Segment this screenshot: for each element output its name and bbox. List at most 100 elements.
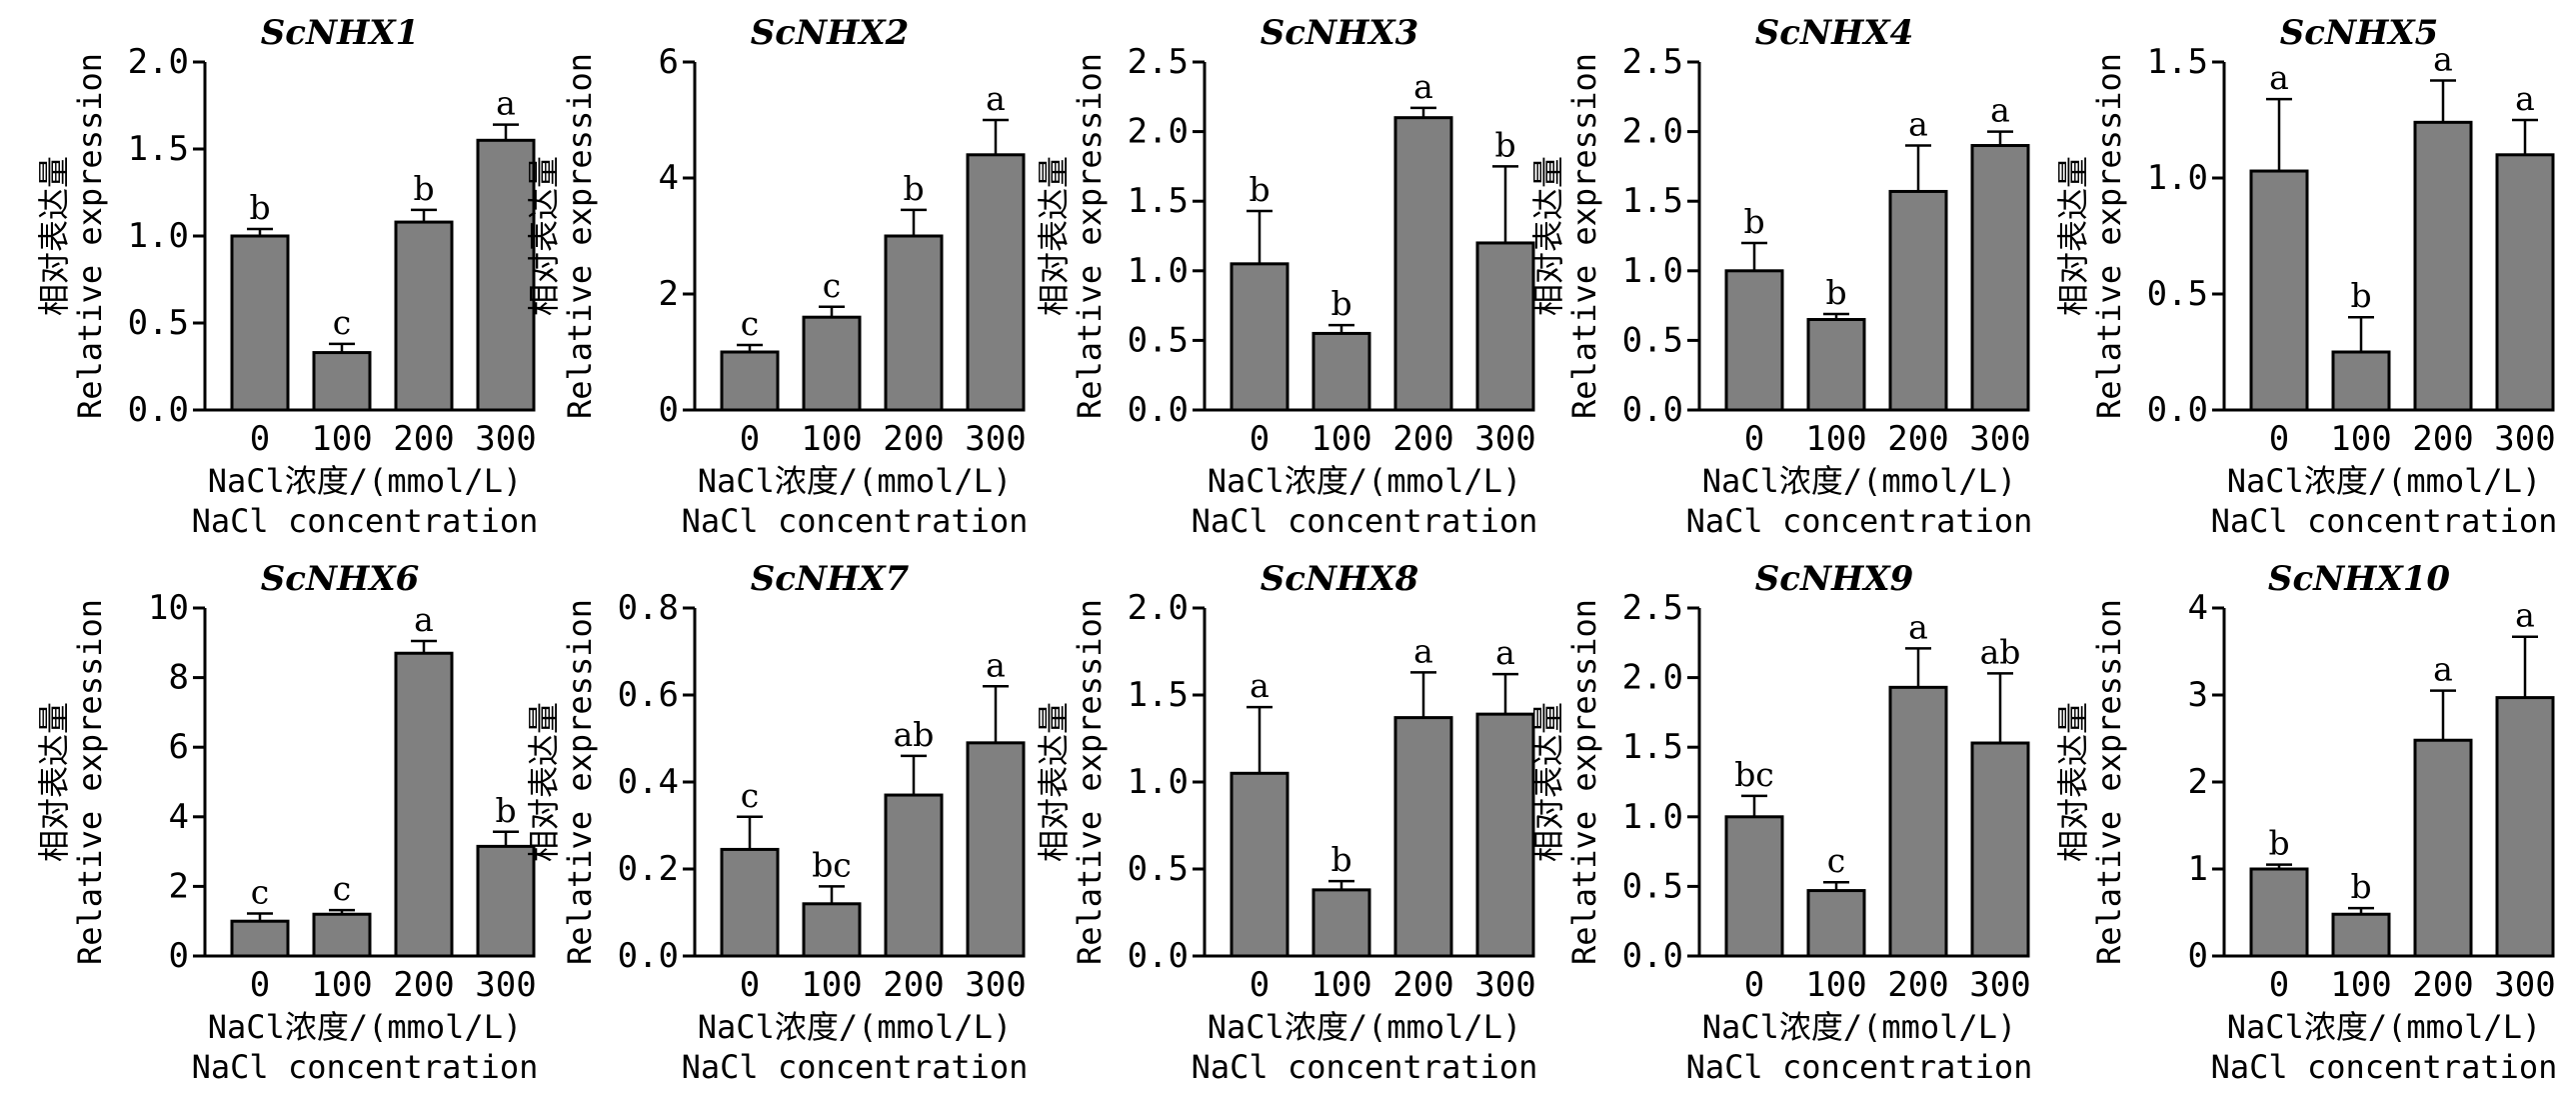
bar: [1970, 741, 2030, 958]
y-tick-label: 0.0: [128, 390, 189, 430]
x-tick-label: 200: [1887, 419, 1948, 459]
x-tick-label: 0: [1744, 965, 1764, 1005]
chart-title: ScNHX3: [1261, 13, 1419, 53]
bar: [1724, 269, 1784, 412]
bar: [230, 234, 290, 412]
x-axis-label-en: NaCl concentration: [1192, 502, 1538, 540]
y-tick-label: 0.6: [618, 675, 679, 715]
x-axis-label-en: NaCl concentration: [682, 1048, 1029, 1086]
significance-letter: c: [333, 303, 351, 342]
y-axis-label-en: Relative expression: [1071, 53, 1109, 419]
x-axis-label-cn: NaCl浓度/(mmol/L): [1208, 1008, 1521, 1046]
significance-letter: b: [249, 188, 270, 227]
x-tick-label: 100: [801, 419, 862, 459]
x-tick-label: 100: [2330, 419, 2391, 459]
x-axis-label-cn: NaCl浓度/(mmol/L): [1702, 462, 2016, 500]
chart-title: ScNHX6: [261, 559, 420, 599]
y-axis-label-cn: 相对表达量: [525, 156, 563, 316]
significance-letter: b: [2350, 276, 2371, 315]
x-tick-label: 200: [2412, 419, 2473, 459]
bar: [2249, 169, 2309, 412]
x-tick-label: 0: [1250, 965, 1270, 1005]
significance-letter: c: [1827, 841, 1845, 880]
significance-letter: a: [2433, 40, 2453, 79]
significance-letter: a: [986, 79, 1006, 118]
y-tick-label: 0.5: [2147, 274, 2208, 314]
bar: [1806, 318, 1866, 412]
y-axis-label-en: Relative expression: [1565, 599, 1603, 965]
x-tick-label: 300: [965, 965, 1026, 1005]
bar: [1230, 262, 1289, 412]
y-tick-label: 1.5: [1128, 181, 1189, 221]
x-tick-label: 300: [1969, 965, 2030, 1005]
significance-letter: c: [333, 869, 351, 908]
bar: [1311, 331, 1371, 412]
x-tick-label: 100: [311, 419, 372, 459]
y-tick-label: 2: [169, 866, 189, 906]
y-axis-label-cn: 相对表达量: [1529, 702, 1567, 862]
y-tick-label: 8: [169, 658, 189, 698]
x-axis-label-en: NaCl concentration: [1686, 502, 2033, 540]
chart-title: ScNHX5: [2280, 13, 2439, 53]
significance-letter: b: [903, 169, 924, 208]
x-tick-label: 0: [2269, 419, 2289, 459]
significance-letter: a: [1908, 105, 1928, 144]
x-tick-label: 200: [1392, 965, 1453, 1005]
x-tick-label: 200: [393, 419, 454, 459]
x-axis-label-cn: NaCl浓度/(mmol/L): [698, 1008, 1012, 1046]
x-axis-label-cn: NaCl浓度/(mmol/L): [1702, 1008, 2016, 1046]
y-axis-label-cn: 相对表达量: [1529, 156, 1567, 316]
bar: [476, 138, 536, 412]
y-tick-label: 0.5: [1622, 320, 1683, 360]
significance-letter: b: [1330, 840, 1351, 879]
y-tick-label: 0.8: [618, 588, 679, 628]
significance-letter: c: [741, 776, 759, 815]
y-tick-label: 1.5: [1128, 675, 1189, 715]
x-tick-label: 200: [883, 419, 944, 459]
x-tick-label: 0: [250, 965, 270, 1005]
x-axis-label-en: NaCl concentration: [682, 502, 1029, 540]
significance-letter: a: [2269, 58, 2289, 97]
significance-letter: b: [1494, 125, 1515, 164]
bar: [1970, 144, 2030, 412]
bar: [2413, 120, 2473, 412]
x-tick-label: 300: [2494, 419, 2555, 459]
bar: [1724, 815, 1784, 958]
y-tick-label: 0.5: [1622, 866, 1683, 906]
bar: [802, 902, 862, 958]
significance-letter: a: [2515, 79, 2535, 118]
y-tick-label: 6: [659, 42, 679, 82]
y-tick-label: 2.5: [1622, 42, 1683, 82]
x-tick-label: 300: [475, 419, 536, 459]
y-tick-label: 0.0: [2147, 390, 2208, 430]
y-axis-label-en: Relative expression: [1565, 53, 1603, 419]
x-axis-label-en: NaCl concentration: [1192, 1048, 1538, 1086]
significance-letter: bc: [812, 845, 852, 884]
chart-title: ScNHX7: [751, 559, 910, 599]
y-axis-label-cn: 相对表达量: [2054, 156, 2092, 316]
x-tick-label: 100: [801, 965, 862, 1005]
significance-letter: b: [2350, 867, 2371, 906]
significance-letter: a: [1495, 633, 1515, 672]
y-tick-label: 1.0: [1622, 797, 1683, 837]
significance-letter: b: [1825, 273, 1846, 312]
y-axis-label-en: Relative expression: [561, 599, 599, 965]
x-tick-label: 300: [2494, 965, 2555, 1005]
bar: [884, 793, 944, 958]
bar: [884, 234, 944, 412]
y-tick-label: 3: [2188, 675, 2208, 715]
significance-letter: a: [1990, 91, 2010, 130]
significance-letter: b: [1743, 202, 1764, 241]
x-tick-label: 0: [740, 965, 760, 1005]
y-tick-label: 1: [2188, 849, 2208, 889]
x-tick-label: 200: [883, 965, 944, 1005]
x-axis-label-en: NaCl concentration: [1686, 1048, 2033, 1086]
x-axis-label-en: NaCl concentration: [192, 502, 539, 540]
chart-title: ScNHX1: [261, 13, 420, 53]
